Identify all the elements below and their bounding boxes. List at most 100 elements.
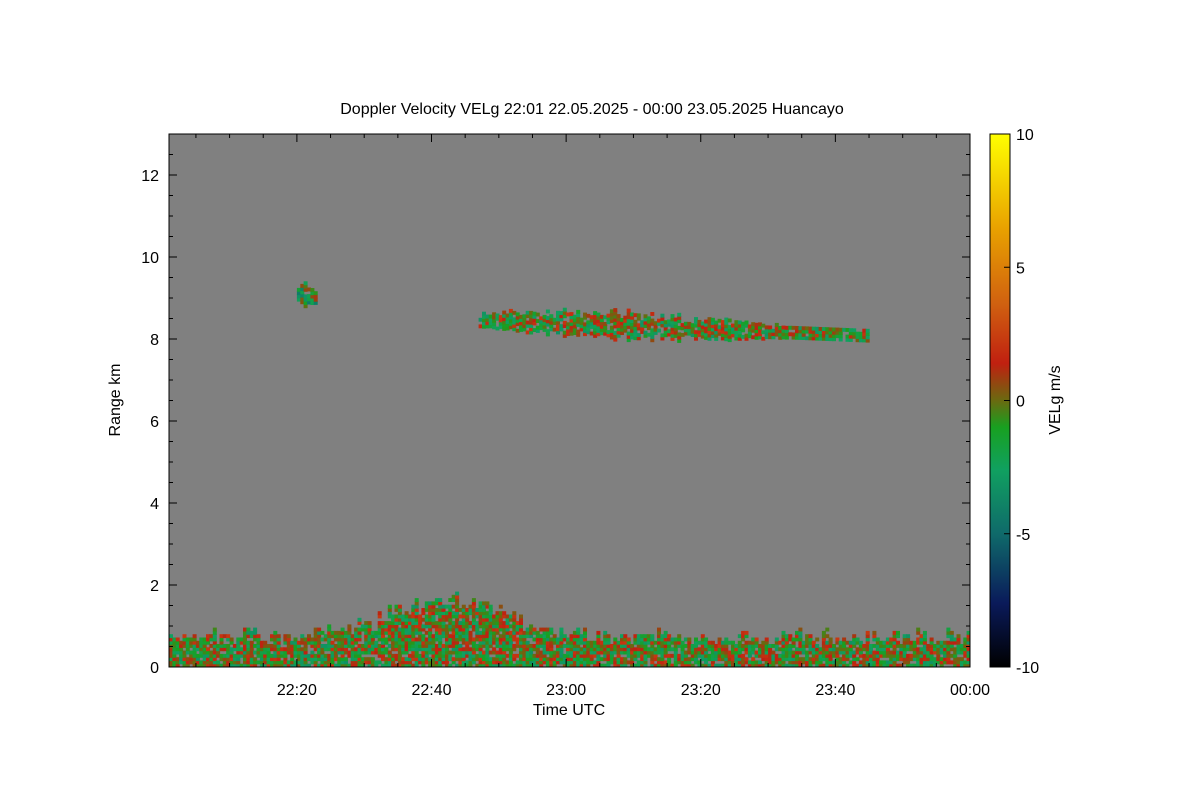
velocity-cell [949,660,954,665]
velocity-cell [922,657,927,662]
velocity-cell [327,660,332,665]
velocity-cell [535,657,540,662]
velocity-cell [182,637,187,642]
velocity-cell [768,335,773,340]
velocity-cell [465,663,470,667]
velocity-cell [286,644,291,648]
velocity-cell [232,644,237,648]
velocity-cell [532,328,537,332]
velocity-cell [498,650,503,655]
velocity-cell [707,320,712,325]
velocity-cell [586,330,591,335]
velocity-cell [660,644,665,648]
velocity-cell [488,617,493,622]
velocity-cell [737,663,742,667]
velocity-cell [411,657,416,662]
velocity-cell [586,323,591,328]
velocity-cell [737,650,742,655]
velocity-cell [737,330,742,335]
velocity-cell [724,327,729,332]
velocity-cell [307,300,311,305]
velocity-cell [646,319,651,324]
velocity-cell [377,611,382,616]
velocity-cell [545,329,550,334]
velocity-cell [596,650,601,655]
velocity-cell [428,621,433,625]
velocity-cell [529,644,534,648]
velocity-cell [858,653,863,658]
velocity-cell [650,637,655,642]
velocity-cell [333,630,338,635]
velocity-cell [687,644,692,648]
velocity-cell [643,644,648,648]
velocity-cell [731,650,735,655]
velocity-cell [667,657,672,662]
velocity-cell [626,650,631,655]
velocity-cell [545,660,550,665]
velocity-cell [532,657,537,662]
velocity-cell [865,640,870,645]
velocity-cell [310,288,315,292]
velocity-cell [909,653,914,658]
velocity-cell [475,647,480,652]
velocity-cell [650,650,655,655]
velocity-cell [784,640,789,645]
velocity-cell [946,630,951,635]
velocity-cell [451,614,456,619]
velocity-cell [798,644,803,648]
velocity-cell [387,657,392,662]
velocity-cell [478,611,483,616]
velocity-cell [445,624,449,629]
velocity-cell [697,326,702,331]
velocity-cell [660,650,665,655]
velocity-cell [616,657,621,662]
velocity-cell [391,614,396,619]
velocity-cell [545,627,550,632]
velocity-cell [788,637,793,642]
velocity-cell [381,657,385,662]
velocity-cell [512,320,517,325]
colorbar-tick-label: 0 [1016,394,1025,411]
velocity-cell [212,650,217,655]
velocity-cell [865,644,870,648]
velocity-cell [498,604,503,609]
velocity-cell [663,647,668,652]
velocity-cell [596,647,601,652]
velocity-cell [276,663,281,667]
velocity-cell [865,338,870,343]
velocity-cell [354,650,359,655]
velocity-cell [468,624,473,629]
velocity-cell [717,657,722,662]
velocity-cell [482,608,486,612]
velocity-cell [169,663,173,667]
velocity-cell [650,318,655,323]
velocity-cell [724,334,729,338]
velocity-cell [630,319,635,323]
velocity-cell [724,637,729,642]
velocity-cell [562,324,567,328]
velocity-cell [273,663,278,667]
velocity-cell [525,657,530,662]
velocity-cell [845,663,850,667]
velocity-cell [377,650,382,655]
velocity-cell [448,637,453,642]
velocity-cell [182,634,187,639]
velocity-cell [539,326,544,331]
velocity-cell [478,630,483,635]
velocity-cell [448,611,453,616]
velocity-cell [519,621,523,625]
velocity-cell [885,653,890,658]
velocity-cell [771,663,776,667]
velocity-cell [502,637,507,642]
velocity-cell [273,630,278,635]
velocity-cell [613,318,618,322]
velocity-cell [821,644,826,648]
velocity-cell [492,660,497,665]
velocity-cell [482,311,486,316]
velocity-cell [576,647,581,652]
velocity-cell [805,663,810,667]
velocity-cell [663,650,668,655]
velocity-cell [680,657,685,662]
velocity-cell [488,640,493,645]
velocity-cell [892,647,897,652]
